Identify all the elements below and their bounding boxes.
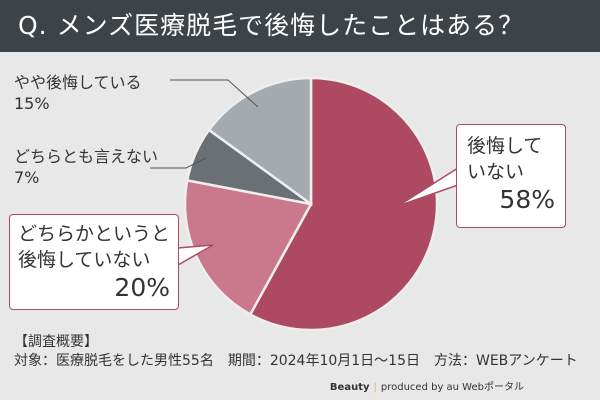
survey-heading: 【調査概要】 — [14, 334, 98, 350]
leader-line-15 — [170, 79, 259, 108]
chart-title: Q. メンズ医療脱毛で後悔したことはある？ — [0, 0, 600, 52]
pie-slice-0 — [248, 76, 439, 332]
slice-label: どちらかというと — [18, 223, 171, 245]
slice-label: いない — [467, 161, 525, 183]
survey-summary: 【調査概要】 対象：医療脱毛をした男性55名 期間：2024年10月1日〜15日… — [14, 333, 578, 371]
slice-value: 20% — [114, 273, 170, 302]
label-7: どちらとも言えない 7% — [14, 146, 158, 188]
slice-label: どちらとも言えない — [14, 147, 159, 166]
callout-58: 後悔して いない 58% — [456, 124, 566, 228]
survey-details: 対象：医療脱毛をした男性55名 期間：2024年10月1日〜15日 方法：WEB… — [14, 353, 578, 369]
leader-line-7 — [150, 157, 207, 169]
slice-value: 15% — [14, 94, 50, 113]
slice-label: 後悔して — [467, 135, 543, 157]
label-15: やや後悔している 15% — [14, 72, 142, 114]
brand: Beauty — [329, 382, 370, 393]
slice-value: 7% — [14, 168, 40, 187]
credit-text: produced by au Webポータル — [380, 382, 524, 393]
slice-label: 後悔していない — [18, 249, 151, 271]
credit: Beauty | produced by au Webポータル — [329, 382, 524, 393]
callout-20: どちらかというと 後悔していない 20% — [9, 214, 179, 310]
slice-value: 58% — [499, 185, 555, 214]
pie-slice-3 — [207, 76, 313, 207]
slice-label: やや後悔している — [14, 73, 142, 92]
pie-slice-1 — [183, 178, 313, 317]
